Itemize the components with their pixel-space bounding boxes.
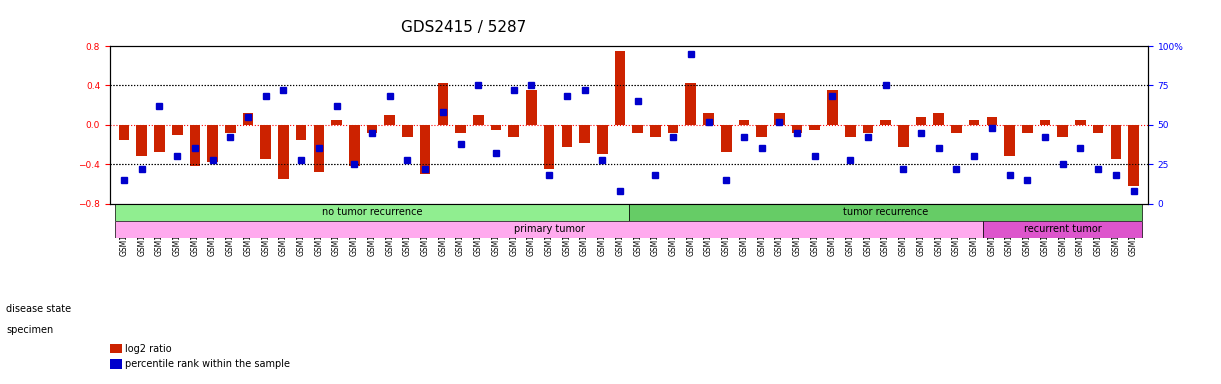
Bar <box>331 120 342 125</box>
Bar <box>983 221 1143 238</box>
Bar <box>1076 120 1085 125</box>
Bar <box>208 125 217 162</box>
Bar <box>366 125 377 133</box>
Text: log2 ratio: log2 ratio <box>125 344 171 354</box>
Bar <box>137 125 147 156</box>
Bar <box>579 125 590 142</box>
Bar <box>720 125 731 152</box>
Bar <box>933 113 944 125</box>
Bar <box>685 83 696 125</box>
Bar <box>314 125 325 172</box>
Bar <box>703 113 714 125</box>
Bar <box>543 125 554 169</box>
Bar <box>473 115 484 125</box>
Bar <box>562 125 573 147</box>
Bar <box>668 125 679 133</box>
Bar <box>1005 125 1015 156</box>
Bar <box>756 125 767 137</box>
Bar <box>827 90 838 125</box>
Bar <box>1128 125 1139 186</box>
Bar <box>115 221 983 238</box>
Bar <box>172 125 182 135</box>
Bar <box>774 113 785 125</box>
Bar <box>278 125 289 179</box>
Bar <box>189 125 200 166</box>
Bar <box>225 125 236 133</box>
Bar <box>260 125 271 159</box>
Bar <box>115 204 629 221</box>
Bar <box>154 125 165 152</box>
Bar <box>880 120 891 125</box>
Bar <box>402 125 413 137</box>
Bar <box>1022 125 1033 133</box>
Bar <box>1111 125 1121 159</box>
Bar <box>295 125 306 140</box>
Text: primary tumor: primary tumor <box>514 225 585 235</box>
Bar <box>437 83 448 125</box>
Bar <box>968 120 979 125</box>
Bar <box>845 125 856 137</box>
Bar <box>526 90 537 125</box>
Bar <box>951 125 962 133</box>
Text: recurrent tumor: recurrent tumor <box>1024 225 1101 235</box>
Text: GDS2415 / 5287: GDS2415 / 5287 <box>402 20 526 35</box>
Bar <box>916 117 927 125</box>
Text: specimen: specimen <box>6 325 54 335</box>
Bar <box>1057 125 1068 137</box>
Bar <box>632 125 643 133</box>
Bar <box>614 51 625 125</box>
Bar <box>243 113 253 125</box>
Bar <box>1093 125 1104 133</box>
Bar <box>629 204 1143 221</box>
Text: percentile rank within the sample: percentile rank within the sample <box>125 359 289 369</box>
Text: no tumor recurrence: no tumor recurrence <box>322 207 422 217</box>
Bar <box>650 125 661 137</box>
Bar <box>385 115 396 125</box>
Bar <box>420 125 431 174</box>
Bar <box>810 125 821 130</box>
Bar <box>491 125 502 130</box>
Bar <box>118 125 129 140</box>
Bar <box>455 125 466 133</box>
Bar <box>791 125 802 133</box>
Bar <box>349 125 360 166</box>
Bar <box>862 125 873 133</box>
Bar <box>508 125 519 137</box>
Bar <box>987 117 998 125</box>
Bar <box>739 120 750 125</box>
Text: disease state: disease state <box>6 304 71 314</box>
Text: tumor recurrence: tumor recurrence <box>842 207 928 217</box>
Bar <box>1040 120 1050 125</box>
Bar <box>597 125 608 154</box>
Bar <box>897 125 908 147</box>
